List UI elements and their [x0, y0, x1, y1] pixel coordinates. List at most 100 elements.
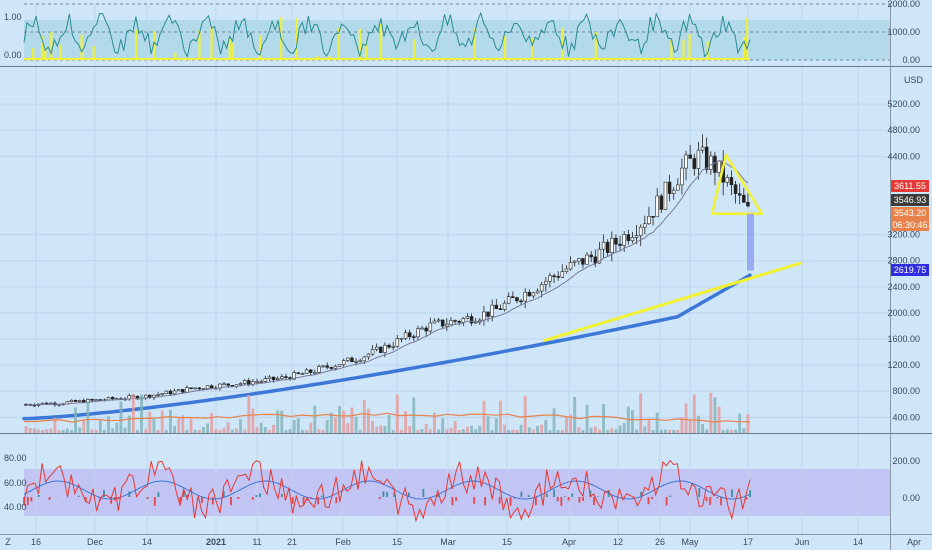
candle-body — [729, 177, 734, 185]
candle-body — [193, 387, 197, 390]
volume-bar — [82, 420, 86, 433]
volume-bar — [350, 407, 354, 433]
volume-bar — [32, 428, 36, 433]
histogram-bar — [30, 497, 33, 502]
histogram-bar — [84, 497, 87, 503]
price-tick-label: 2000.00 — [887, 308, 920, 318]
volume-bar — [507, 429, 511, 433]
candle-body — [655, 195, 659, 218]
price-tag: 3546.93 — [891, 194, 929, 206]
candle — [614, 234, 618, 253]
volume-bar — [366, 408, 370, 433]
candle-body — [725, 177, 730, 183]
candle-body — [692, 158, 697, 169]
volume-bar — [734, 429, 738, 433]
volume-bar — [276, 410, 280, 433]
candle-body — [176, 389, 181, 392]
volume-bar — [173, 426, 177, 433]
candle — [428, 317, 433, 334]
x-tick-label: 16 — [31, 537, 41, 547]
candle-body — [511, 296, 515, 298]
volume-bar — [98, 420, 102, 433]
top-spike-bar — [358, 28, 361, 60]
candle-body — [527, 291, 532, 297]
candle — [527, 289, 532, 297]
volume-bar — [119, 401, 123, 433]
candle-body — [473, 321, 478, 324]
volume-bar — [630, 410, 634, 433]
volume-bar — [300, 429, 304, 433]
volume-bar — [457, 429, 461, 433]
candle-body — [337, 364, 342, 367]
top-spike-bar — [594, 32, 597, 60]
volume-bar — [564, 417, 568, 433]
histogram-bar — [186, 494, 189, 497]
candle — [267, 374, 272, 382]
volume-bar — [540, 424, 544, 433]
candle — [263, 375, 268, 383]
candle-body — [515, 297, 519, 302]
volume-bar — [672, 429, 676, 433]
volume-bar — [325, 419, 329, 433]
candle-body — [420, 327, 424, 330]
candle-body — [238, 383, 243, 386]
candle — [457, 319, 461, 326]
volume-bar — [416, 429, 420, 433]
top-spike-bar — [50, 32, 53, 60]
candle — [597, 241, 602, 264]
volume-bar — [49, 428, 53, 433]
histogram-bar — [422, 488, 425, 497]
volume-bar — [222, 427, 226, 433]
volume-bar — [668, 429, 672, 433]
histogram-bar — [201, 497, 203, 504]
candle-body — [544, 280, 548, 285]
volume-bar — [90, 429, 94, 433]
volume-bar — [280, 410, 284, 433]
candle — [416, 325, 420, 340]
candle — [465, 313, 470, 320]
volume-bar — [577, 426, 581, 433]
candle-body — [209, 385, 214, 389]
candle — [688, 145, 692, 159]
histogram-bar — [665, 497, 668, 506]
candle-body — [391, 346, 395, 348]
price-tick-label: 400.00 — [892, 412, 920, 422]
histogram-bar — [716, 497, 719, 499]
volume-bar — [523, 395, 527, 433]
histogram-bar — [382, 491, 385, 497]
price-pane[interactable] — [0, 67, 890, 433]
volume-bar — [181, 415, 185, 433]
price-tick-label: 3200.00 — [887, 230, 920, 240]
candle — [317, 364, 321, 374]
x-tick-label: Feb — [335, 537, 351, 547]
candle — [473, 318, 478, 324]
candle-body — [704, 146, 709, 170]
histogram-bar — [179, 497, 182, 503]
candle-body — [94, 399, 98, 401]
candle-body — [676, 184, 680, 191]
candle-body — [506, 296, 511, 304]
candle-body — [589, 254, 593, 258]
candle — [284, 373, 288, 380]
bottom-left-tick: 40.00 — [4, 502, 27, 512]
histogram-bar — [320, 495, 323, 497]
volume-bar — [503, 424, 507, 433]
histogram-bar — [451, 497, 454, 506]
volume-bar — [391, 429, 395, 433]
volume-bar — [362, 399, 366, 433]
volume-bar — [164, 429, 168, 433]
candle-body — [164, 390, 169, 395]
histogram-bar — [553, 489, 555, 497]
candle-body — [399, 338, 404, 340]
candle — [651, 216, 655, 226]
histogram-bar — [556, 497, 559, 502]
histogram-bar — [335, 497, 338, 504]
volume-bar — [581, 429, 585, 433]
histogram-bar — [509, 497, 512, 506]
price-tag-bg — [891, 264, 929, 276]
volume-bar — [449, 428, 453, 433]
top-spike-bar — [670, 40, 673, 60]
histogram-bar — [146, 497, 149, 500]
